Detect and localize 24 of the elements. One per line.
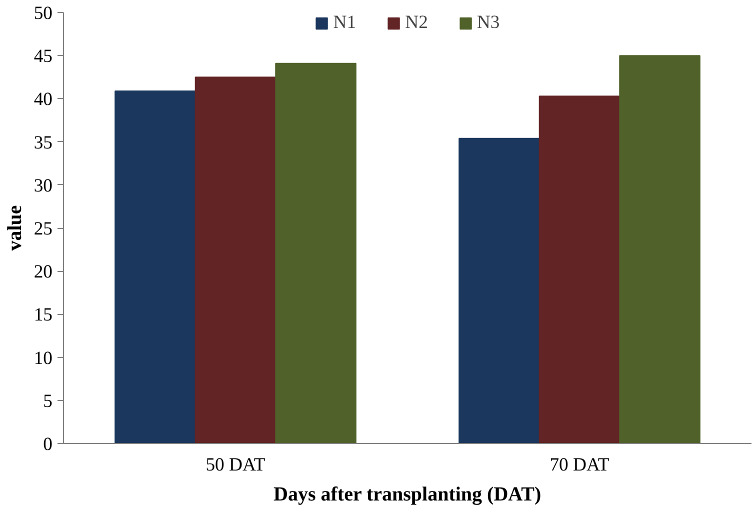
y-tick-label: 5 — [43, 390, 52, 412]
y-tick-label: 30 — [34, 175, 52, 196]
y-tick-label: 0 — [43, 434, 52, 455]
bar — [114, 90, 196, 444]
legend-label: N2 — [405, 12, 428, 34]
legend-label: N1 — [333, 12, 356, 34]
y-tick-label: 40 — [34, 89, 52, 110]
bar — [538, 96, 620, 444]
x-tick-label: 70 DAT — [550, 454, 610, 476]
y-tick-label: 25 — [34, 218, 52, 240]
bar — [458, 138, 540, 444]
bar — [619, 55, 700, 444]
y-tick-label: 50 — [34, 3, 52, 24]
y-tick-label: 20 — [34, 262, 52, 283]
y-axis-title: value — [4, 205, 26, 251]
legend-label: N3 — [476, 12, 500, 34]
bar — [275, 62, 356, 444]
bar — [194, 76, 276, 444]
x-axis-title: Days after transplanting (DAT) — [274, 484, 542, 506]
y-tick-label: 45 — [34, 46, 52, 68]
y-tick-label: 10 — [34, 348, 52, 369]
y-tick-label: 35 — [34, 132, 52, 154]
x-tick-label: 50 DAT — [206, 454, 266, 476]
y-tick-label: 15 — [34, 304, 52, 326]
